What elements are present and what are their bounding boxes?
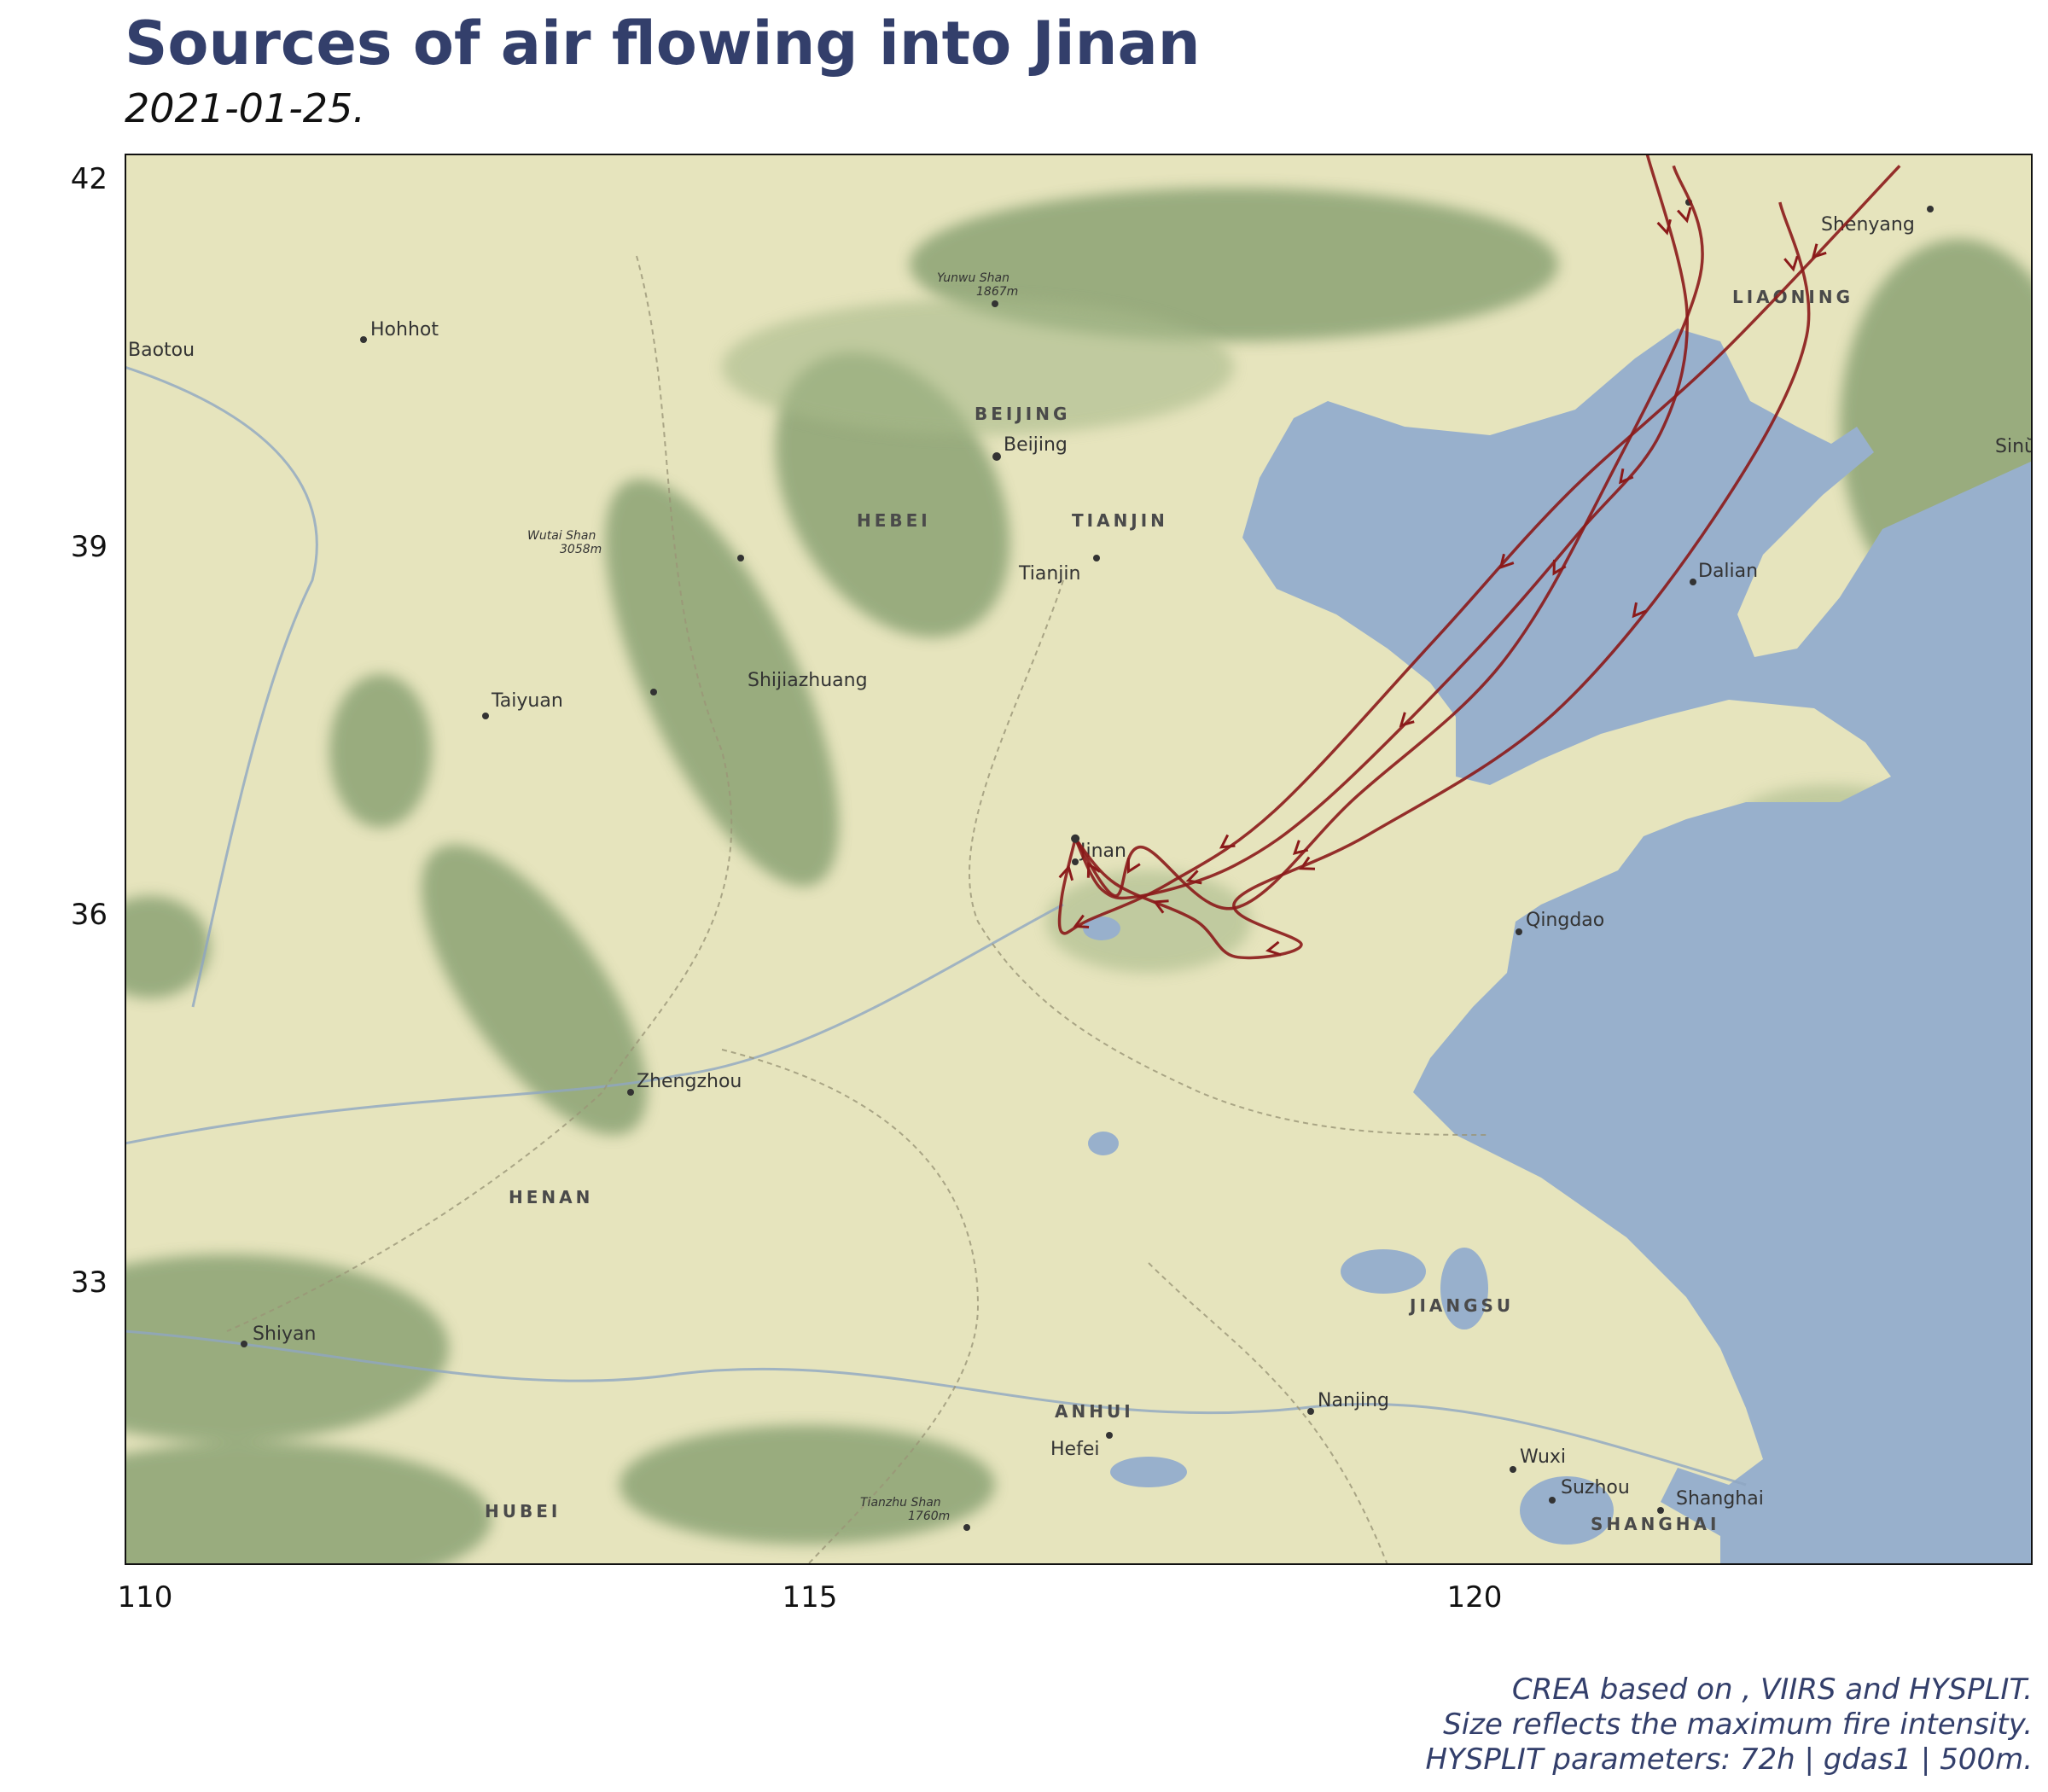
label-wuxi: Wuxi — [1520, 1446, 1566, 1468]
label-shenyang: Shenyang — [1821, 214, 1915, 236]
chart-title: Sources of air flowing into Jinan — [125, 9, 1201, 79]
trajectory-arrow — [1498, 553, 1515, 570]
label-tianzhu-shan: Tianzhu Shan — [860, 1496, 941, 1510]
sea-area — [1242, 329, 2033, 1565]
city-markers — [241, 199, 1934, 1531]
label-yunwu-height: 1867m — [976, 285, 1018, 299]
trajectory-arrow — [1299, 856, 1316, 870]
trajectory-arrow — [1185, 870, 1202, 885]
chart-subtitle: 2021-01-25. — [125, 85, 365, 131]
map-canvas[interactable]: Baotou Hohhot Yunwu Shan 1867m BEIJING B… — [5, 153, 2048, 1596]
label-beijing: Beijing — [1004, 434, 1068, 456]
label-tianjin: Tianjin — [1018, 563, 1080, 585]
label-dalian: Dalian — [1698, 561, 1758, 582]
y-tick-label: 42 — [70, 162, 108, 196]
receptor-marker — [1071, 834, 1080, 843]
trajectory-line-4 — [1073, 201, 1811, 960]
x-tick-label: 120 — [1446, 1580, 1503, 1615]
label-hebei: HEBEI — [857, 510, 931, 531]
label-anhui: ANHUI — [1055, 1401, 1134, 1422]
rivers — [124, 365, 1747, 1487]
trajectory-arrow — [1152, 899, 1169, 914]
trajectory-arrow — [1676, 207, 1692, 224]
label-shijiazhuang: Shijiazhuang — [748, 670, 868, 691]
map-panel[interactable]: Baotou Hohhot Yunwu Shan 1867m BEIJING B… — [5, 153, 2048, 1596]
caption-line-3: HYSPLIT parameters: 72h | gdas1 | 500m. — [1425, 1743, 2033, 1777]
label-suzhou: Suzhou — [1561, 1477, 1630, 1498]
x-tick-label: 110 — [117, 1580, 173, 1615]
label-nanjing: Nanjing — [1318, 1390, 1389, 1411]
lakes — [1083, 916, 1614, 1545]
label-taiyuan: Taiyuan — [491, 690, 563, 712]
label-hohhot: Hohhot — [370, 319, 439, 340]
label-shanghai: Shanghai — [1676, 1488, 1764, 1510]
trajectory-layer — [1057, 153, 1901, 960]
label-hubei: HUBEI — [485, 1501, 561, 1521]
label-wutai-shan: Wutai Shan — [527, 529, 596, 543]
label-zhengzhou: Zhengzhou — [637, 1071, 742, 1092]
y-tick-label: 36 — [70, 898, 108, 932]
province-borders — [226, 255, 1491, 1566]
trajectory-arrow — [1656, 218, 1672, 236]
label-yunwu-shan: Yunwu Shan — [937, 271, 1009, 285]
label-qingdao: Qingdao — [1526, 910, 1604, 931]
caption-line-1: CREA based on , VIIRS and HYSPLIT. — [1511, 1673, 2033, 1707]
y-tick-label: 39 — [70, 530, 108, 564]
trajectory-arrow — [1618, 468, 1634, 485]
label-beijing-region: BEIJING — [975, 404, 1070, 424]
trajectory-arrow — [1399, 712, 1415, 728]
label-shiyan: Shiyan — [253, 1324, 316, 1345]
label-shanghai-region: SHANGHAI — [1591, 1514, 1719, 1534]
trajectory-line-3 — [1057, 165, 1901, 935]
trajectory-line-2 — [1073, 165, 1704, 911]
label-wutai-height: 3058m — [560, 543, 602, 556]
trajectory-arrow — [1552, 559, 1567, 576]
label-liaoning: LIAONING — [1732, 287, 1853, 307]
label-jiangsu: JIANGSU — [1408, 1295, 1514, 1316]
trajectory-arrow — [1126, 858, 1141, 875]
caption-line-2: Size reflects the maximum fire intensity… — [1443, 1708, 2033, 1742]
trajectory-arrow — [1811, 243, 1827, 259]
label-tianzhu-height: 1760m — [908, 1510, 950, 1523]
trajectory-arrow — [1783, 255, 1799, 272]
label-baotou: Baotou — [128, 340, 195, 361]
trajectory-arrow — [1058, 864, 1074, 881]
label-sinu: Sinŭ — [1995, 436, 2033, 457]
caption: CREA based on , VIIRS and HYSPLIT. Size … — [1425, 1673, 2033, 1777]
y-tick-label: 33 — [70, 1265, 108, 1300]
trajectory-arrow — [1219, 834, 1236, 849]
trajectory-arrow — [1632, 602, 1647, 619]
map-frame — [125, 154, 2033, 1565]
label-tianjin-region: TIANJIN — [1072, 510, 1168, 531]
trajectory-arrow — [1073, 914, 1090, 929]
x-tick-label: 115 — [782, 1580, 838, 1615]
trajectory-arrow — [1265, 940, 1282, 957]
label-henan: HENAN — [509, 1187, 593, 1207]
label-hefei: Hefei — [1050, 1439, 1099, 1460]
trajectory-arrow — [1292, 840, 1309, 855]
